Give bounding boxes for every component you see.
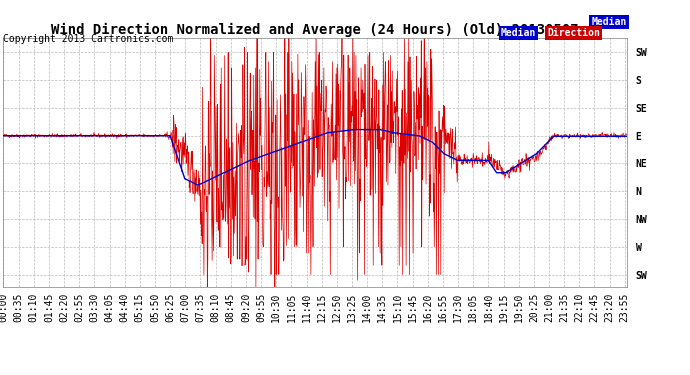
Text: Direction: Direction	[547, 28, 600, 38]
Text: Median: Median	[591, 17, 627, 27]
Text: Copyright 2013 Cartronics.com: Copyright 2013 Cartronics.com	[3, 34, 174, 44]
Text: Median: Median	[501, 28, 536, 38]
Title: Wind Direction Normalized and Average (24 Hours) (Old) 20130507: Wind Direction Normalized and Average (2…	[51, 23, 579, 37]
